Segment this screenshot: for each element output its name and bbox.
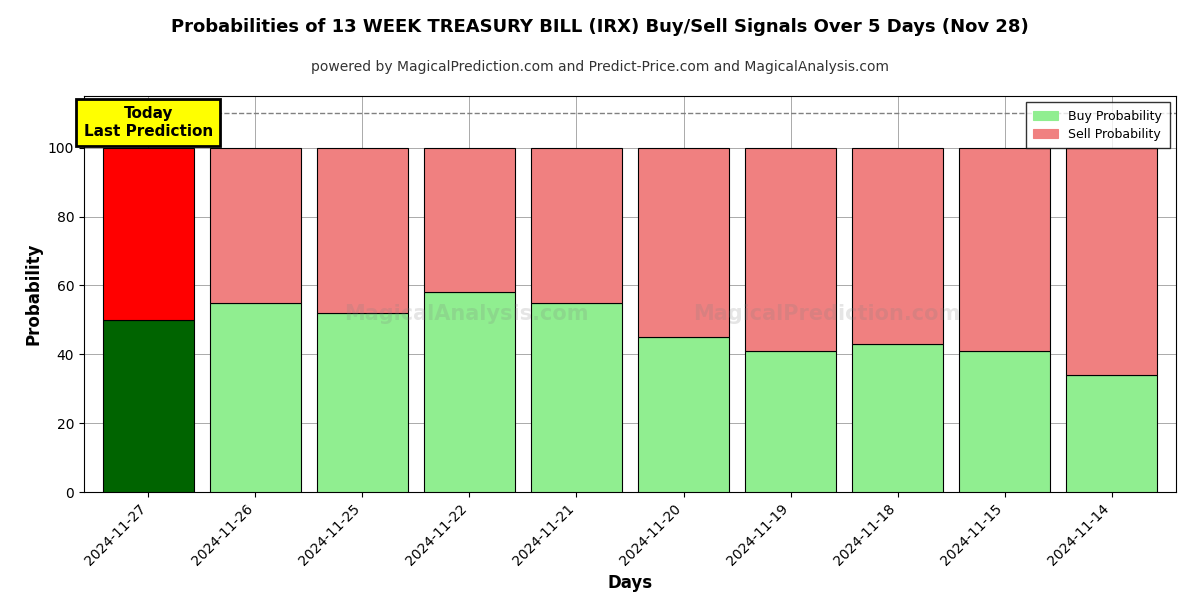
Text: powered by MagicalPrediction.com and Predict-Price.com and MagicalAnalysis.com: powered by MagicalPrediction.com and Pre… <box>311 60 889 74</box>
Bar <box>530 148 622 302</box>
Bar <box>745 148 836 351</box>
Text: Probabilities of 13 WEEK TREASURY BILL (IRX) Buy/Sell Signals Over 5 Days (Nov 2: Probabilities of 13 WEEK TREASURY BILL (… <box>172 18 1028 36</box>
Y-axis label: Probability: Probability <box>24 243 42 345</box>
Text: MagicalAnalysis.com: MagicalAnalysis.com <box>344 304 588 324</box>
Bar <box>1067 148 1157 375</box>
Bar <box>1067 375 1157 492</box>
Bar <box>210 302 301 492</box>
Bar <box>745 351 836 492</box>
Bar <box>424 148 515 292</box>
Text: Today
Last Prediction: Today Last Prediction <box>84 106 212 139</box>
Bar <box>638 148 730 337</box>
Legend: Buy Probability, Sell Probability: Buy Probability, Sell Probability <box>1026 102 1170 148</box>
Bar <box>638 337 730 492</box>
Bar <box>959 351 1050 492</box>
Bar <box>852 148 943 344</box>
Text: MagicalPrediction.com: MagicalPrediction.com <box>692 304 960 324</box>
Bar <box>959 148 1050 351</box>
Bar <box>210 148 301 302</box>
Bar <box>103 148 193 320</box>
Bar <box>424 292 515 492</box>
X-axis label: Days: Days <box>607 574 653 592</box>
Bar <box>530 302 622 492</box>
Bar <box>852 344 943 492</box>
Bar <box>103 320 193 492</box>
Bar <box>317 148 408 313</box>
Bar <box>317 313 408 492</box>
